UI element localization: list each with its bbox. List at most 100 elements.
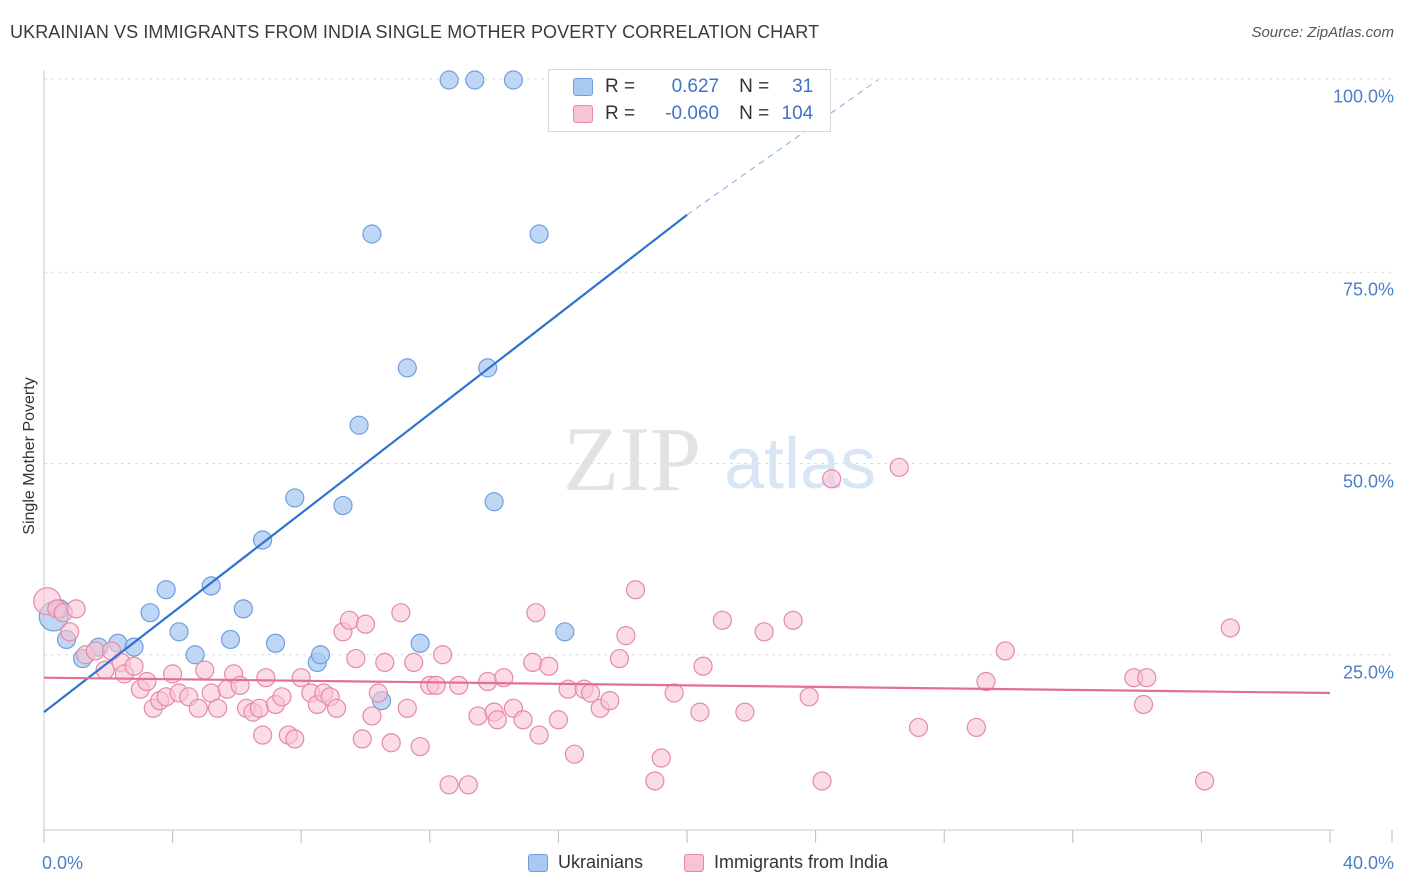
ukrainians-trend-extension [686,79,879,216]
india-point [1133,694,1154,715]
india-point [397,698,417,718]
legend-item-india[interactable]: Immigrants from India [684,852,888,873]
india-point [352,729,372,749]
source-note: Source: ZipAtlas.com [1251,24,1394,41]
india-point [645,771,665,791]
ukrainians-point [555,622,575,642]
india-point [362,706,382,726]
ukrainians-swatch [573,78,593,96]
legend-label: Immigrants from India [714,852,889,872]
x-tick-label-min: 0.0% [42,853,84,873]
india-point [426,675,446,695]
india-point [188,698,208,718]
india-point [124,656,144,676]
india-point [539,656,559,676]
ukrainians-point [439,70,459,90]
ukrainians-point [265,633,286,653]
y-axis-label: Single Mother Poverty [21,377,38,535]
india-point [526,603,546,623]
india-point [693,656,713,676]
india-point [487,710,507,730]
r-label: R = [605,103,636,124]
gridlines [44,78,1392,656]
y-tick-label: 50.0% [1342,471,1394,491]
india-point [272,687,292,707]
india-point [580,683,601,703]
india-point [908,717,929,738]
x-axis-ticks [43,830,1393,843]
stats-row-india: R = -0.060 N = 104 [573,102,813,126]
india-point [85,641,106,661]
stats-row-ukrainians: R = 0.627 N = 31 [573,75,813,99]
ukrainians-point [503,70,523,90]
india-point [690,702,710,722]
legend-label: Ukrainians [558,852,644,872]
india-point [548,710,569,730]
india-point [966,717,986,738]
india-point [995,641,1015,661]
india-point [889,457,909,477]
india-point [529,725,549,745]
ukrainians-point [124,637,144,657]
data-points [33,70,1240,795]
india-point [783,610,803,630]
india-point [664,683,684,703]
india-point [513,710,533,730]
india-legend-swatch [684,853,704,872]
india-point [256,668,276,688]
ukrainians-point [397,358,417,378]
ukrainians-point [333,495,353,516]
india-point [625,580,646,600]
ukrainians-point [529,224,549,244]
india-point [381,733,401,753]
india-point [208,698,228,718]
r-value: 0.627 [671,76,720,97]
ukrainians-point [285,488,305,508]
ukrainians-legend-swatch [528,853,548,872]
ukrainians-point [484,492,504,512]
india-point [468,706,488,726]
ukrainians-point [140,603,160,623]
india-point [600,691,620,711]
india-trend-line [43,676,1331,695]
india-point [291,668,311,688]
india-point [439,775,459,795]
series-legend: Ukrainians Immigrants from India [0,852,1406,876]
india-point [355,614,376,634]
ukrainians-point [349,415,369,435]
r-value: -0.060 [665,103,720,124]
ukrainians-point [169,622,189,642]
india-point [326,698,347,718]
india-point [368,683,388,703]
india-point [433,645,453,665]
india-point [812,771,832,791]
india-point [523,652,543,673]
india-point [195,660,215,680]
ukrainians-point [410,633,430,653]
r-label: R = [605,76,636,97]
y-tick-label: 75.0% [1342,279,1394,300]
india-point [712,610,732,630]
india-point [404,652,424,673]
watermark-atlas: atlas [724,424,876,504]
india-point [609,648,630,669]
india-point [458,775,478,795]
axes [43,70,1334,831]
chart-title: UKRAINIAN VS IMMIGRANTS FROM INDIA SINGL… [10,22,820,42]
india-point [976,671,996,692]
india-point [1137,668,1157,688]
india-point [137,671,157,692]
ukrainians-point [310,645,331,665]
india-point [66,599,86,619]
ukrainians-point [185,645,205,665]
ukrainians-point [253,530,273,550]
india-point [449,675,469,695]
india-point [375,652,395,673]
india-point [339,610,360,630]
legend-item-ukrainians[interactable]: Ukrainians [528,852,643,873]
y-tick-label: 100.0% [1332,86,1394,107]
stats-legend: R = 0.627 N = 31 R = -0.060 N = 104 [548,69,831,132]
india-point [410,736,430,757]
ukrainians-point [220,629,241,650]
